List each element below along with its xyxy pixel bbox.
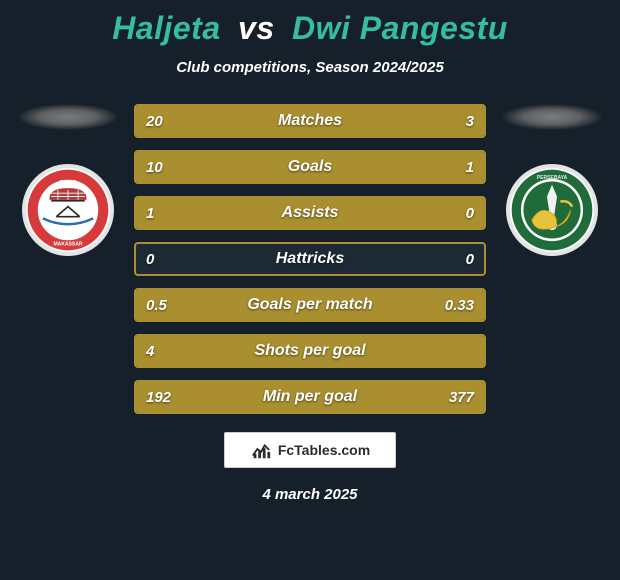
- player1-halo: [18, 104, 118, 130]
- stat-row: 101Goals: [134, 150, 486, 184]
- stat-label: Hattricks: [136, 244, 484, 274]
- date-label: 4 march 2025: [0, 486, 620, 503]
- stat-label: Shots per goal: [136, 336, 484, 366]
- stat-row: 00Hattricks: [134, 242, 486, 276]
- stat-label: Goals per match: [136, 290, 484, 320]
- subtitle: Club competitions, Season 2024/2025: [0, 59, 620, 76]
- main-area: PSM MAKASSAR 203Matches 101Goals 10Assists…: [0, 104, 620, 414]
- brand-badge[interactable]: FcTables.com: [224, 432, 396, 468]
- stat-label: Assists: [136, 198, 484, 228]
- stat-label: Min per goal: [136, 382, 484, 412]
- player2-club-badge: PERSEBAYA: [506, 164, 598, 256]
- chart-icon: [250, 439, 272, 461]
- stat-row: 10Assists: [134, 196, 486, 230]
- stat-label: Goals: [136, 152, 484, 182]
- title-vs: vs: [238, 10, 275, 46]
- player2-halo: [502, 104, 602, 130]
- persebaya-badge-icon: PERSEBAYA: [510, 168, 594, 252]
- left-side: PSM MAKASSAR: [16, 104, 120, 256]
- title-player1: Haljeta: [112, 10, 220, 46]
- psm-badge-icon: PSM MAKASSAR: [26, 168, 110, 252]
- svg-text:MAKASSAR: MAKASSAR: [53, 241, 82, 247]
- right-side: PERSEBAYA: [500, 104, 604, 256]
- comparison-card: Haljeta vs Dwi Pangestu Club competition…: [0, 0, 620, 580]
- stat-row: 0.50.33Goals per match: [134, 288, 486, 322]
- stat-row: 203Matches: [134, 104, 486, 138]
- page-title: Haljeta vs Dwi Pangestu: [0, 10, 620, 47]
- player1-club-badge: PSM MAKASSAR: [22, 164, 114, 256]
- stat-row: 4Shots per goal: [134, 334, 486, 368]
- brand-text: FcTables.com: [278, 442, 370, 458]
- stat-row: 192377Min per goal: [134, 380, 486, 414]
- title-player2: Dwi Pangestu: [292, 10, 508, 46]
- stat-label: Matches: [136, 106, 484, 136]
- stat-bars: 203Matches 101Goals 10Assists 00Hattricks 0.…: [134, 104, 486, 414]
- svg-text:PSM: PSM: [60, 178, 76, 187]
- svg-text:PERSEBAYA: PERSEBAYA: [537, 175, 568, 181]
